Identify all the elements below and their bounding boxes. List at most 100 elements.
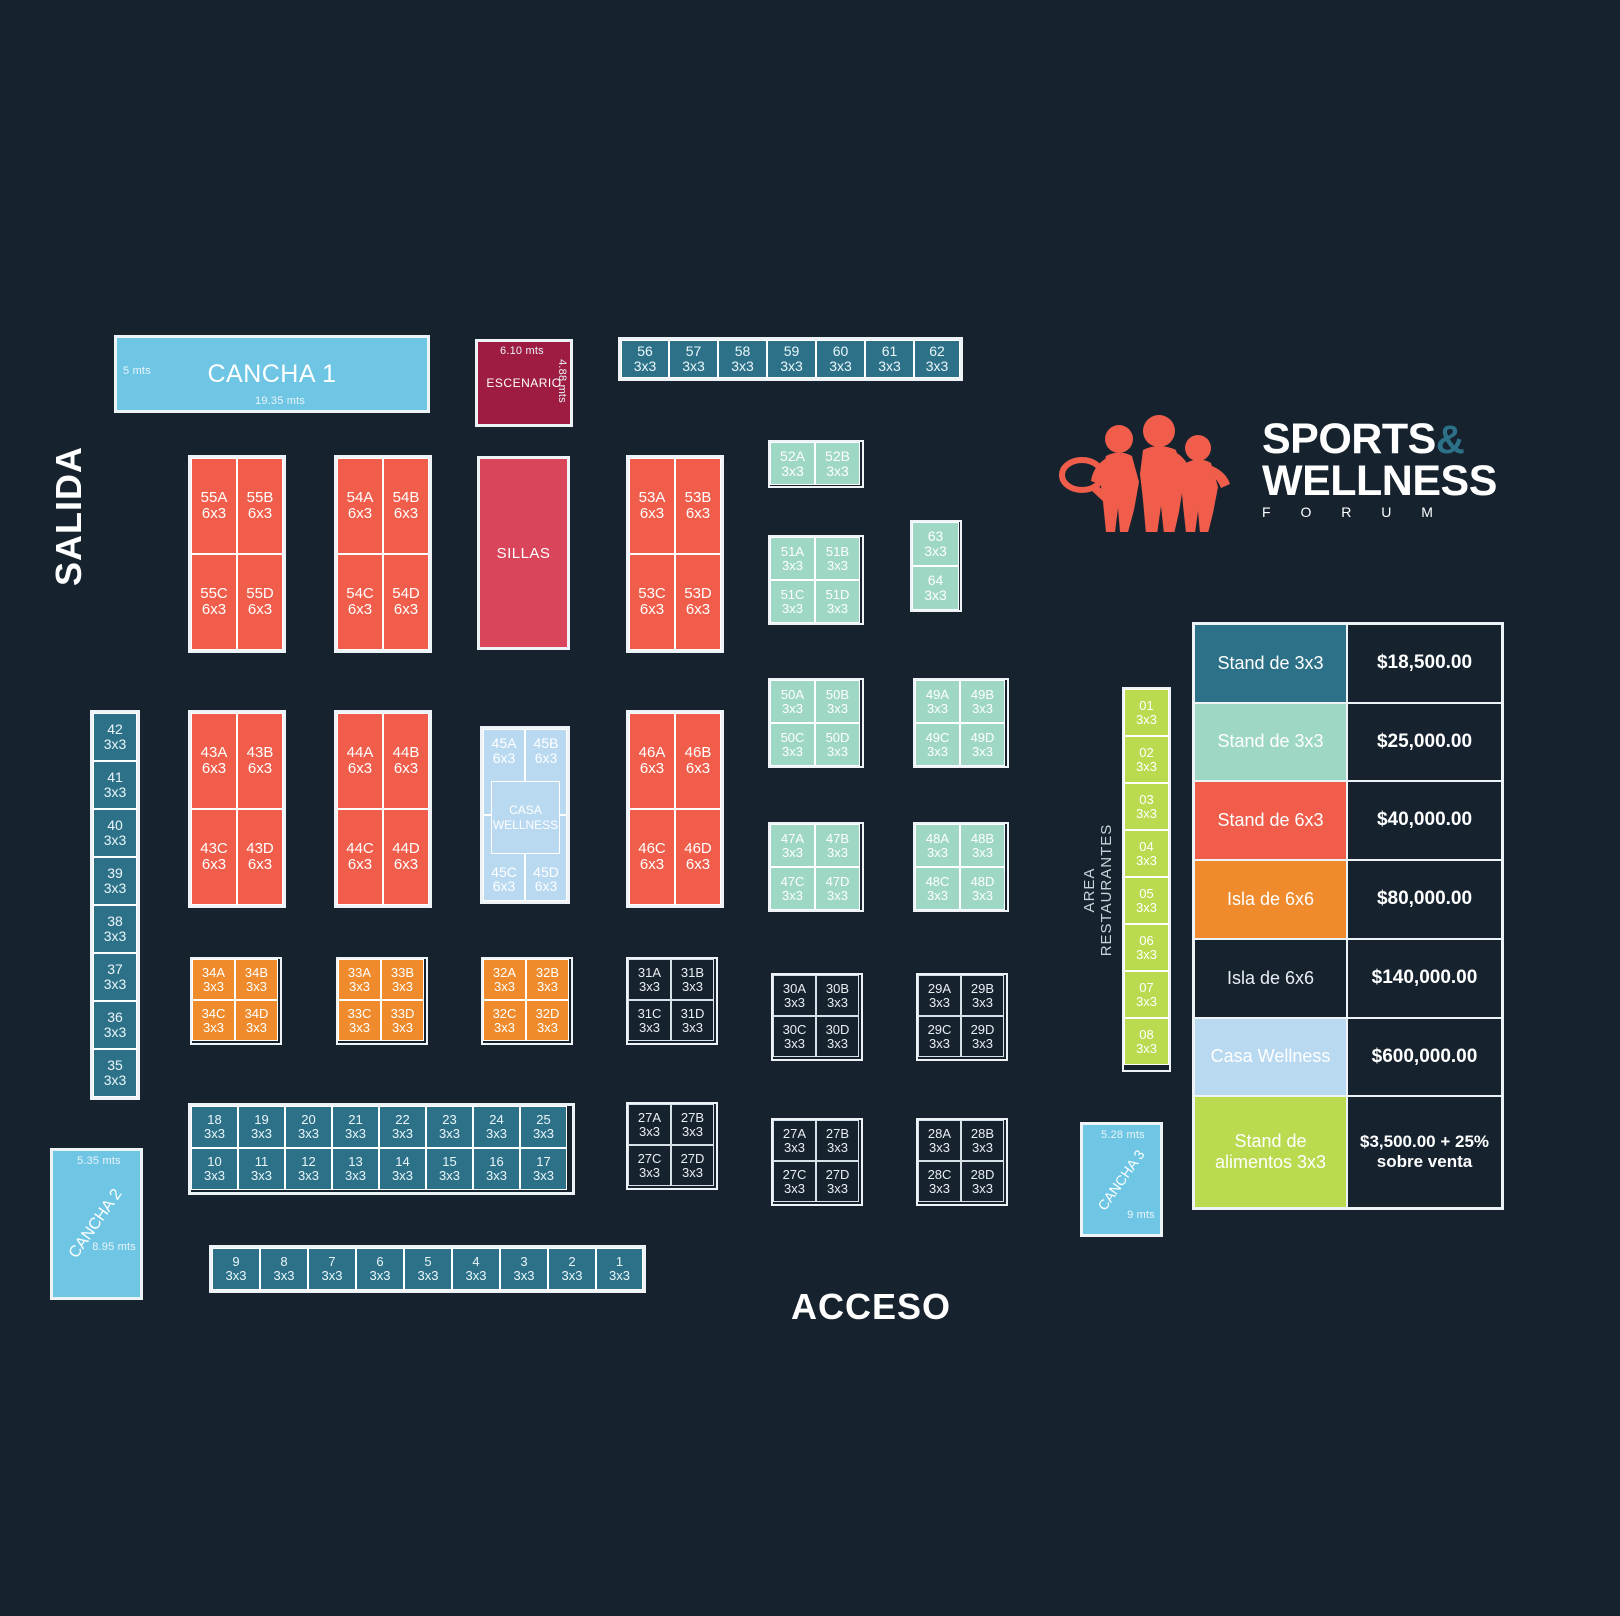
booth-55B[interactable]: 55B 6x3 bbox=[237, 458, 283, 554]
booth-50A[interactable]: 50A 3x3 bbox=[770, 680, 815, 723]
booth-5[interactable]: 5 3x3 bbox=[404, 1248, 452, 1290]
booth-34C[interactable]: 34C 3x3 bbox=[192, 1000, 235, 1041]
booth-46D[interactable]: 46D 6x3 bbox=[675, 809, 721, 905]
booth-06[interactable]: 06 3x3 bbox=[1124, 924, 1169, 971]
booth-49C[interactable]: 49C 3x3 bbox=[915, 723, 960, 766]
booth-27B-upper[interactable]: 27B 3x3 bbox=[671, 1104, 714, 1145]
booth-57[interactable]: 57 3x3 bbox=[669, 340, 718, 378]
booth-35[interactable]: 35 3x3 bbox=[93, 1049, 137, 1097]
booth-61[interactable]: 61 3x3 bbox=[865, 340, 914, 378]
booth-51B[interactable]: 51B 3x3 bbox=[815, 537, 860, 580]
booth-48C[interactable]: 48C 3x3 bbox=[915, 867, 960, 910]
booth-34D[interactable]: 34D 3x3 bbox=[235, 1000, 278, 1041]
booth-52B[interactable]: 52B 3x3 bbox=[815, 442, 860, 485]
booth-25[interactable]: 25 3x3 bbox=[520, 1106, 567, 1148]
booth-32D[interactable]: 32D 3x3 bbox=[526, 1000, 569, 1041]
casa-wellness-block[interactable]: CASA WELLNESS bbox=[491, 781, 560, 854]
cancha-3[interactable]: CANCHA 3 5.28 mts 9 mts bbox=[1080, 1122, 1163, 1237]
booth-1[interactable]: 1 3x3 bbox=[596, 1248, 643, 1290]
booth-33B[interactable]: 33B 3x3 bbox=[381, 959, 424, 1000]
booth-44C[interactable]: 44C 6x3 bbox=[337, 809, 383, 905]
booth-30A[interactable]: 30A 3x3 bbox=[773, 975, 816, 1016]
booth-51D[interactable]: 51D 3x3 bbox=[815, 580, 860, 623]
booth-43C[interactable]: 43C 6x3 bbox=[191, 809, 237, 905]
booth-15[interactable]: 15 3x3 bbox=[426, 1148, 473, 1190]
booth-29C[interactable]: 29C 3x3 bbox=[918, 1016, 961, 1057]
booth-50D[interactable]: 50D 3x3 bbox=[815, 723, 860, 766]
booth-33A[interactable]: 33A 3x3 bbox=[338, 959, 381, 1000]
booth-18[interactable]: 18 3x3 bbox=[191, 1106, 238, 1148]
booth-33C[interactable]: 33C 3x3 bbox=[338, 1000, 381, 1041]
booth-28A[interactable]: 28A 3x3 bbox=[918, 1120, 961, 1161]
booth-53D[interactable]: 53D 6x3 bbox=[675, 554, 721, 650]
booth-55D[interactable]: 55D 6x3 bbox=[237, 554, 283, 650]
booth-40[interactable]: 40 3x3 bbox=[93, 809, 137, 857]
booth-49A[interactable]: 49A 3x3 bbox=[915, 680, 960, 723]
booth-16[interactable]: 16 3x3 bbox=[473, 1148, 520, 1190]
booth-43D[interactable]: 43D 6x3 bbox=[237, 809, 283, 905]
booth-54A[interactable]: 54A 6x3 bbox=[337, 458, 383, 554]
booth-47B[interactable]: 47B 3x3 bbox=[815, 824, 860, 867]
booth-49B[interactable]: 49B 3x3 bbox=[960, 680, 1005, 723]
booth-4[interactable]: 4 3x3 bbox=[452, 1248, 500, 1290]
booth-51C[interactable]: 51C 3x3 bbox=[770, 580, 815, 623]
booth-10[interactable]: 10 3x3 bbox=[191, 1148, 238, 1190]
booth-30D[interactable]: 30D 3x3 bbox=[816, 1016, 859, 1057]
booth-36[interactable]: 36 3x3 bbox=[93, 1001, 137, 1049]
booth-30B[interactable]: 30B 3x3 bbox=[816, 975, 859, 1016]
booth-44A[interactable]: 44A 6x3 bbox=[337, 713, 383, 809]
booth-3[interactable]: 3 3x3 bbox=[500, 1248, 548, 1290]
booth-27C-upper[interactable]: 27C 3x3 bbox=[628, 1145, 671, 1186]
booth-6[interactable]: 6 3x3 bbox=[356, 1248, 404, 1290]
booth-48D[interactable]: 48D 3x3 bbox=[960, 867, 1005, 910]
booth-53C[interactable]: 53C 6x3 bbox=[629, 554, 675, 650]
booth-38[interactable]: 38 3x3 bbox=[93, 905, 137, 953]
booth-04[interactable]: 04 3x3 bbox=[1124, 830, 1169, 877]
booth-31D[interactable]: 31D 3x3 bbox=[671, 1000, 714, 1041]
booth-31A[interactable]: 31A 3x3 bbox=[628, 959, 671, 1000]
booth-51A[interactable]: 51A 3x3 bbox=[770, 537, 815, 580]
booth-28D[interactable]: 28D 3x3 bbox=[961, 1161, 1004, 1202]
booth-47A[interactable]: 47A 3x3 bbox=[770, 824, 815, 867]
booth-33D[interactable]: 33D 3x3 bbox=[381, 1000, 424, 1041]
booth-28B[interactable]: 28B 3x3 bbox=[961, 1120, 1004, 1161]
booth-54B[interactable]: 54B 6x3 bbox=[383, 458, 429, 554]
booth-32C[interactable]: 32C 3x3 bbox=[483, 1000, 526, 1041]
booth-27A-lower[interactable]: 27A 3x3 bbox=[773, 1120, 816, 1161]
booth-14[interactable]: 14 3x3 bbox=[379, 1148, 426, 1190]
booth-7[interactable]: 7 3x3 bbox=[308, 1248, 356, 1290]
booth-29D[interactable]: 29D 3x3 bbox=[961, 1016, 1004, 1057]
booth-27D-lower[interactable]: 27D 3x3 bbox=[816, 1161, 859, 1202]
booth-42[interactable]: 42 3x3 bbox=[93, 713, 137, 761]
booth-48A[interactable]: 48A 3x3 bbox=[915, 824, 960, 867]
booth-49D[interactable]: 49D 3x3 bbox=[960, 723, 1005, 766]
booth-53A[interactable]: 53A 6x3 bbox=[629, 458, 675, 554]
booth-30C[interactable]: 30C 3x3 bbox=[773, 1016, 816, 1057]
booth-29A[interactable]: 29A 3x3 bbox=[918, 975, 961, 1016]
booth-02[interactable]: 02 3x3 bbox=[1124, 736, 1169, 783]
booth-05[interactable]: 05 3x3 bbox=[1124, 877, 1169, 924]
booth-50B[interactable]: 50B 3x3 bbox=[815, 680, 860, 723]
booth-27A-upper[interactable]: 27A 3x3 bbox=[628, 1104, 671, 1145]
booth-44D[interactable]: 44D 6x3 bbox=[383, 809, 429, 905]
booth-01[interactable]: 01 3x3 bbox=[1124, 689, 1169, 736]
booth-63[interactable]: 63 3x3 bbox=[912, 522, 959, 566]
escenario[interactable]: ESCENARIO 6.10 mts 4.88 mts bbox=[475, 339, 573, 427]
booth-20[interactable]: 20 3x3 bbox=[285, 1106, 332, 1148]
booth-28C[interactable]: 28C 3x3 bbox=[918, 1161, 961, 1202]
booth-03[interactable]: 03 3x3 bbox=[1124, 783, 1169, 830]
booth-2[interactable]: 2 3x3 bbox=[548, 1248, 596, 1290]
booth-46C[interactable]: 46C 6x3 bbox=[629, 809, 675, 905]
booth-34B[interactable]: 34B 3x3 bbox=[235, 959, 278, 1000]
booth-43A[interactable]: 43A 6x3 bbox=[191, 713, 237, 809]
booth-44B[interactable]: 44B 6x3 bbox=[383, 713, 429, 809]
booth-46B[interactable]: 46B 6x3 bbox=[675, 713, 721, 809]
booth-56[interactable]: 56 3x3 bbox=[621, 340, 669, 378]
booth-32A[interactable]: 32A 3x3 bbox=[483, 959, 526, 1000]
booth-11[interactable]: 11 3x3 bbox=[238, 1148, 285, 1190]
booth-48B[interactable]: 48B 3x3 bbox=[960, 824, 1005, 867]
booth-08[interactable]: 08 3x3 bbox=[1124, 1018, 1169, 1065]
booth-47D[interactable]: 47D 3x3 bbox=[815, 867, 860, 910]
booth-34A[interactable]: 34A 3x3 bbox=[192, 959, 235, 1000]
booth-19[interactable]: 19 3x3 bbox=[238, 1106, 285, 1148]
